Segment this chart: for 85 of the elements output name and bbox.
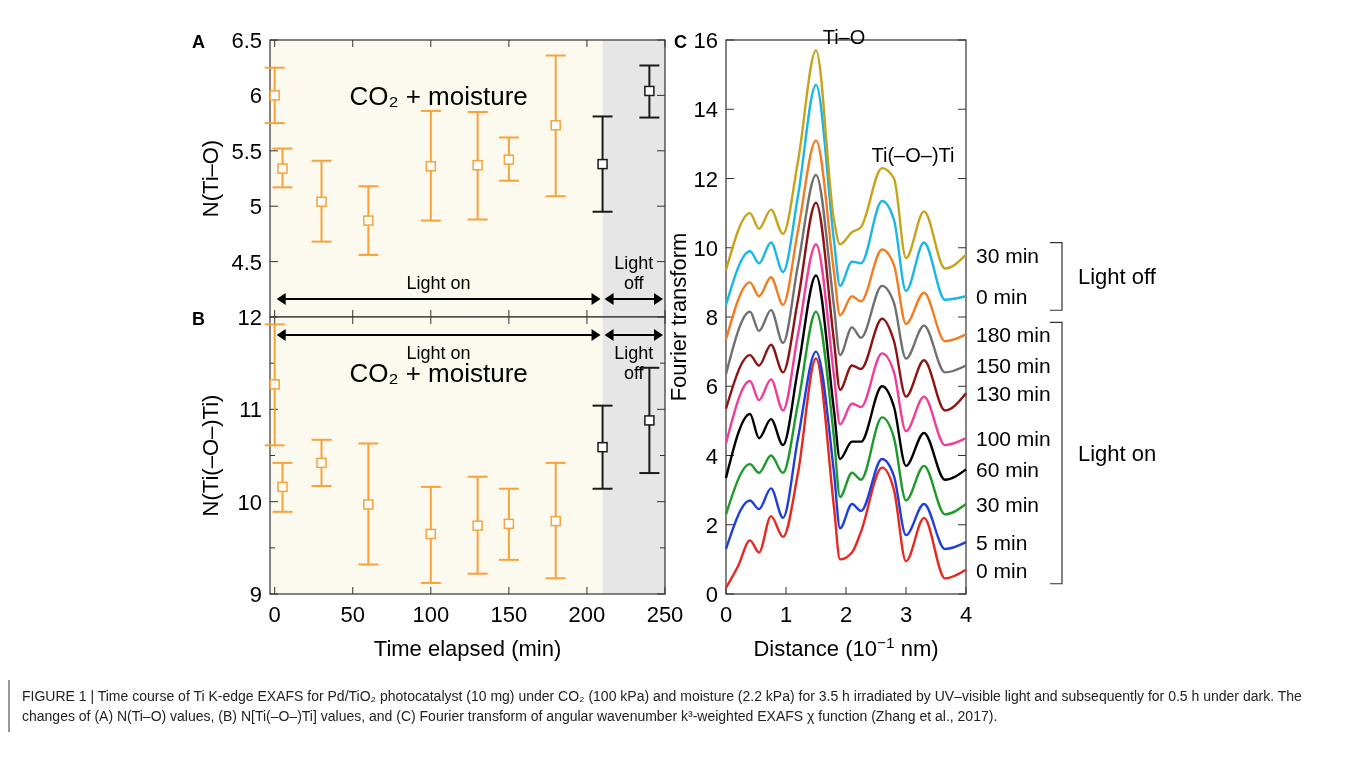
band-label: Light off [614, 253, 654, 293]
point [316, 457, 327, 469]
series-label: 60 min [976, 458, 1040, 482]
line-series [724, 350, 968, 551]
y-tick-label: 4.5 [231, 249, 262, 275]
series-label: 130 min [976, 382, 1051, 406]
point [472, 520, 483, 531]
y-tick-label: 5 [249, 194, 262, 220]
y-tick-label: 12 [237, 305, 262, 330]
point [503, 518, 515, 530]
y-tick-label: 12 [693, 166, 718, 192]
y-tick-label: 11 [239, 397, 262, 423]
x-tick-label: 0 [268, 602, 281, 627]
band-label: Light off [614, 343, 654, 383]
series-label: 0 min [976, 558, 1028, 582]
y-tick-label: 14 [693, 97, 718, 123]
x-tick-label: 100 [412, 602, 450, 627]
x-axis-title: Distance (10$^{−1}$ nm) [753, 633, 939, 661]
line-series [724, 49, 968, 272]
series-label: 180 min [976, 323, 1051, 347]
y-tick-label: 8 [705, 305, 718, 330]
y-axis-title: N(Ti–O) [198, 139, 223, 218]
annotation: Ti(–O–)Ti [871, 144, 955, 167]
caption: FIGURE 1 | Time course of Ti K-edge EXAFS for Pd/TiO₂ photocatalyst (10 mg) under CO₂ (100 kPa) and moisture (2.2 kPa) for 3.5 h irradiated by UV–visible light and subsequently for 0.5 h under dark. The changes of (A) N(Ti–O) values, (B) N[Ti(–O–)Ti] values, and (C) Fourier transform of angular wavenumber k³-weighted EXAFS χ function (Zhang et al., 2017). [22, 687, 1303, 726]
y-tick-label: 10 [693, 235, 718, 261]
y-tick-label: 10 [237, 489, 262, 515]
x-axis-title: Time elapsed (min) [373, 636, 562, 661]
line-series [724, 357, 968, 589]
point [269, 379, 280, 390]
series-label: 30 min [976, 492, 1040, 516]
y-tick-label: 16 [693, 28, 718, 53]
point [597, 441, 608, 453]
y-tick-label: 0 [705, 582, 718, 607]
point [363, 499, 374, 510]
line-series [724, 173, 968, 376]
annotation: Ti–O [822, 26, 866, 49]
y-tick-label: 6 [705, 374, 718, 400]
text: Light on [1078, 441, 1157, 467]
series-label: 0 min [976, 285, 1028, 309]
point [503, 154, 515, 165]
chart-title: C [674, 32, 687, 52]
text: Light off [1078, 264, 1157, 290]
y-tick-label: 2 [705, 512, 718, 538]
y-tick-label: 6 [249, 83, 262, 109]
y-tick-label: 4 [705, 443, 718, 469]
x-tick-label: 150 [490, 602, 528, 627]
x-tick-label: 4 [959, 602, 973, 627]
point [363, 215, 374, 226]
y-axis-title: N(Ti(–O–)Ti) [198, 394, 223, 517]
point [277, 163, 288, 174]
line-series [724, 83, 968, 307]
series-label: 100 min [976, 427, 1051, 451]
point [644, 415, 655, 426]
series-label: 5 min [976, 531, 1028, 555]
x-tick-label: 1 [779, 602, 793, 627]
x-tick-label: 200 [568, 602, 606, 627]
line-series [724, 274, 968, 481]
point [425, 528, 437, 540]
point [472, 159, 483, 171]
annotation: CO₂ + moisture [349, 81, 528, 112]
chart-title: A [192, 32, 205, 52]
x-tick-label: 2 [839, 602, 853, 627]
y-tick-label: 9 [249, 582, 262, 607]
x-tick-label: 3 [899, 602, 913, 627]
line-series [724, 243, 968, 447]
point [425, 161, 437, 172]
y-tick-label: 6.5 [231, 28, 262, 53]
point [550, 120, 561, 131]
series-label: 150 min [976, 354, 1051, 378]
point [597, 158, 608, 170]
line-series [724, 201, 968, 412]
point [269, 90, 280, 101]
point [550, 515, 561, 527]
series-label: 30 min [976, 243, 1040, 267]
y-axis-title: Fourier transform [666, 232, 691, 402]
point [644, 85, 655, 97]
y-tick-label: 5.5 [231, 138, 262, 164]
point [316, 196, 327, 208]
x-tick-label: 50 [340, 602, 365, 627]
chart-title: B [192, 309, 205, 329]
line-series [724, 310, 968, 516]
x-tick-label: 250 [646, 602, 684, 627]
point [277, 481, 288, 493]
band-label: Light on [406, 273, 471, 293]
line-series [724, 139, 968, 343]
